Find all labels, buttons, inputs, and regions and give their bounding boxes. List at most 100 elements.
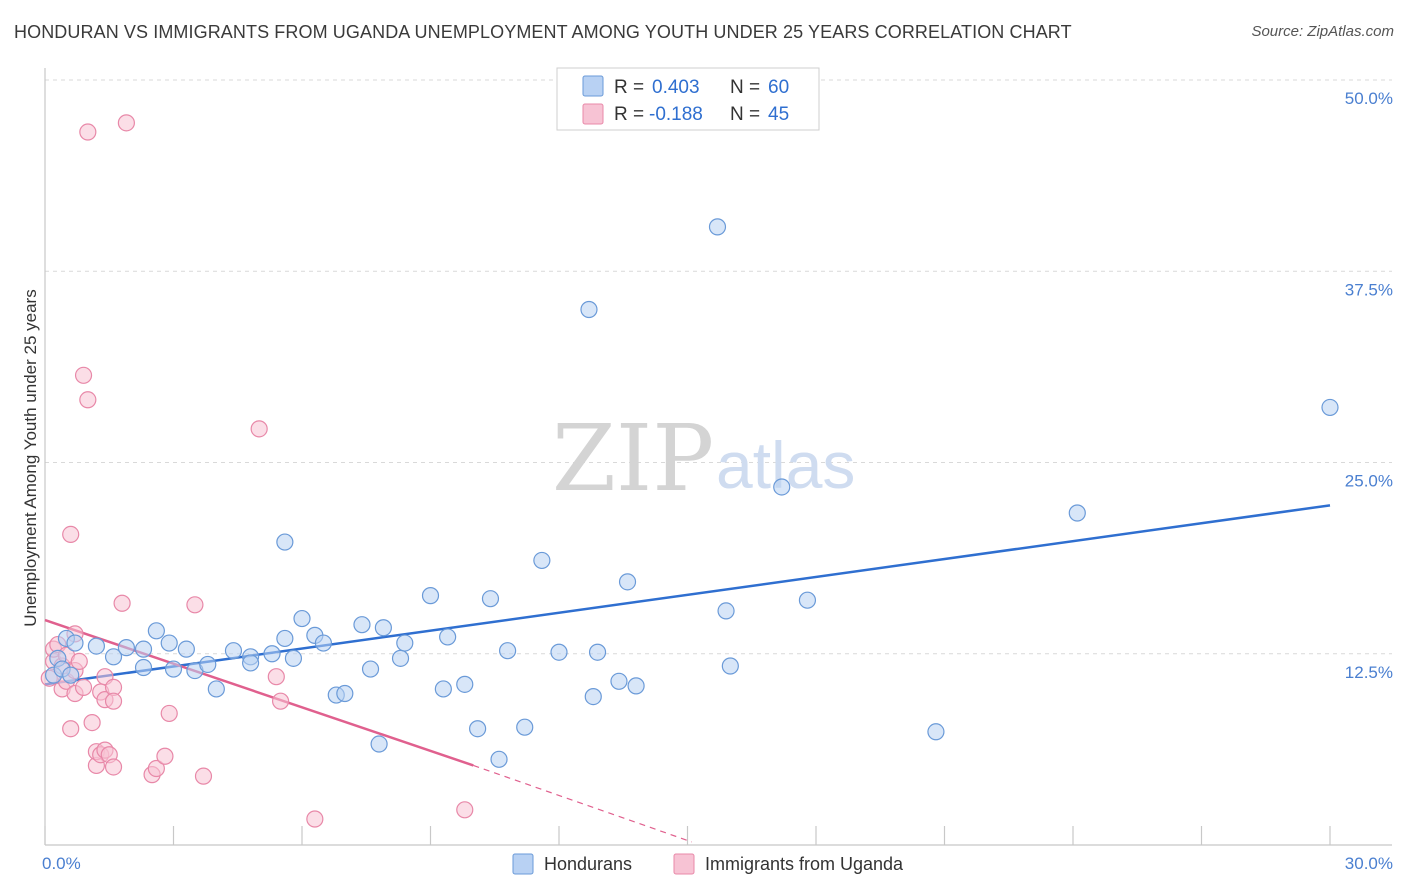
honduran-point (396, 634, 414, 652)
honduran-point (391, 649, 410, 667)
axes (44, 68, 1392, 846)
uganda-point (194, 767, 213, 785)
honduran-point (353, 616, 371, 634)
legend-r-value-2: -0.188 (649, 104, 703, 125)
uganda-point (267, 668, 285, 686)
uganda-point (79, 391, 97, 409)
honduran-point (66, 634, 84, 652)
uganda-point (250, 420, 268, 438)
honduran-point (610, 672, 628, 690)
honduran-point (927, 723, 945, 741)
honduran-point (717, 602, 735, 620)
honduran-point (580, 300, 598, 319)
honduran-point (370, 735, 388, 753)
honduran-point (374, 619, 392, 637)
honduran-point (117, 639, 135, 657)
uganda-point (62, 720, 80, 738)
legend-swatch-pink (582, 103, 604, 125)
honduran-point (434, 680, 452, 698)
watermark-zip: ZIP (552, 405, 714, 512)
honduran-point (263, 645, 281, 663)
legend-n-value-1: 60 (768, 77, 789, 98)
honduran-point (627, 677, 645, 695)
honduran-point (147, 622, 165, 640)
honduran-point (1068, 504, 1086, 522)
uganda-point (104, 692, 123, 710)
honduran-point (708, 218, 727, 236)
x-tick-label-min: 0.0% (42, 854, 81, 873)
legend-n-value-2: 45 (768, 104, 789, 125)
uganda-point (70, 652, 88, 671)
y-tick-label: 37.5% (1345, 280, 1393, 299)
legend-n-label-2: N = (730, 104, 760, 125)
legend-swatch-blue (582, 75, 604, 97)
uganda-point (104, 758, 123, 776)
legend-swatch-hondurans (512, 853, 534, 875)
honduran-point (62, 666, 80, 684)
x-tick-label-max: 30.0% (1345, 854, 1393, 873)
uganda-trend-line (44, 618, 474, 767)
honduran-point (469, 720, 487, 738)
honduran-point (588, 643, 607, 661)
honduran-point (104, 648, 123, 666)
legend-r-value-1: 0.403 (652, 77, 700, 98)
honduran-point (516, 718, 534, 736)
uganda-point (113, 594, 131, 612)
honduran-point (164, 660, 183, 678)
grid-lines (45, 79, 1392, 655)
honduran-point (499, 642, 517, 660)
uganda-point (186, 596, 204, 614)
honduran-point (336, 684, 354, 703)
honduran-point (276, 629, 294, 648)
uganda-point (456, 801, 474, 819)
honduran-points (44, 218, 1339, 768)
honduran-trend-line (44, 504, 1331, 686)
legend-r-label-2: R = (614, 104, 644, 125)
uganda-point (74, 678, 93, 697)
honduran-point (490, 750, 508, 768)
honduran-point (773, 478, 791, 496)
honduran-point (550, 643, 568, 661)
y-tick-label: 25.0% (1345, 472, 1393, 491)
uganda-point (74, 366, 93, 384)
honduran-point (314, 634, 333, 652)
honduran-point (276, 533, 294, 551)
honduran-point (224, 642, 243, 660)
uganda-point (156, 747, 174, 765)
honduran-point (160, 634, 178, 652)
honduran-point (721, 657, 739, 675)
legend-label-uganda: Immigrants from Uganda (705, 854, 904, 874)
honduran-point (284, 649, 303, 667)
honduran-point (361, 660, 380, 678)
honduran-point (533, 551, 551, 570)
uganda-point (79, 123, 97, 141)
honduran-point (1321, 398, 1339, 417)
honduran-point (481, 590, 500, 608)
honduran-point (798, 591, 817, 609)
honduran-point (618, 573, 637, 591)
series-legend: Hondurans Immigrants from Uganda (512, 853, 904, 875)
honduran-point (134, 658, 153, 677)
uganda-point (271, 692, 290, 710)
legend-n-label-1: N = (730, 77, 760, 98)
uganda-point (83, 713, 101, 732)
legend-swatch-uganda (673, 853, 695, 875)
honduran-point (456, 675, 474, 693)
uganda-point (160, 704, 178, 723)
honduran-point (584, 687, 602, 706)
honduran-point (242, 654, 260, 672)
honduran-point (439, 628, 457, 646)
y-tick-label: 12.5% (1345, 663, 1393, 682)
tick-labels: 12.5% 25.0% 37.5% 50.0% 0.0% 30.0% (42, 89, 1393, 873)
chart-title: HONDURAN VS IMMIGRANTS FROM UGANDA UNEMP… (14, 22, 1072, 42)
y-tick-label: 50.0% (1345, 89, 1393, 108)
source-credit: Source: ZipAtlas.com (1251, 23, 1394, 40)
honduran-point (87, 637, 106, 655)
correlation-legend: R = 0.403 N = 60 R = -0.188 N = 45 (556, 67, 820, 131)
honduran-point (421, 587, 440, 605)
uganda-point (306, 810, 324, 828)
legend-r-label-1: R = (614, 77, 644, 98)
uganda-point (147, 759, 165, 778)
honduran-point (207, 680, 225, 698)
